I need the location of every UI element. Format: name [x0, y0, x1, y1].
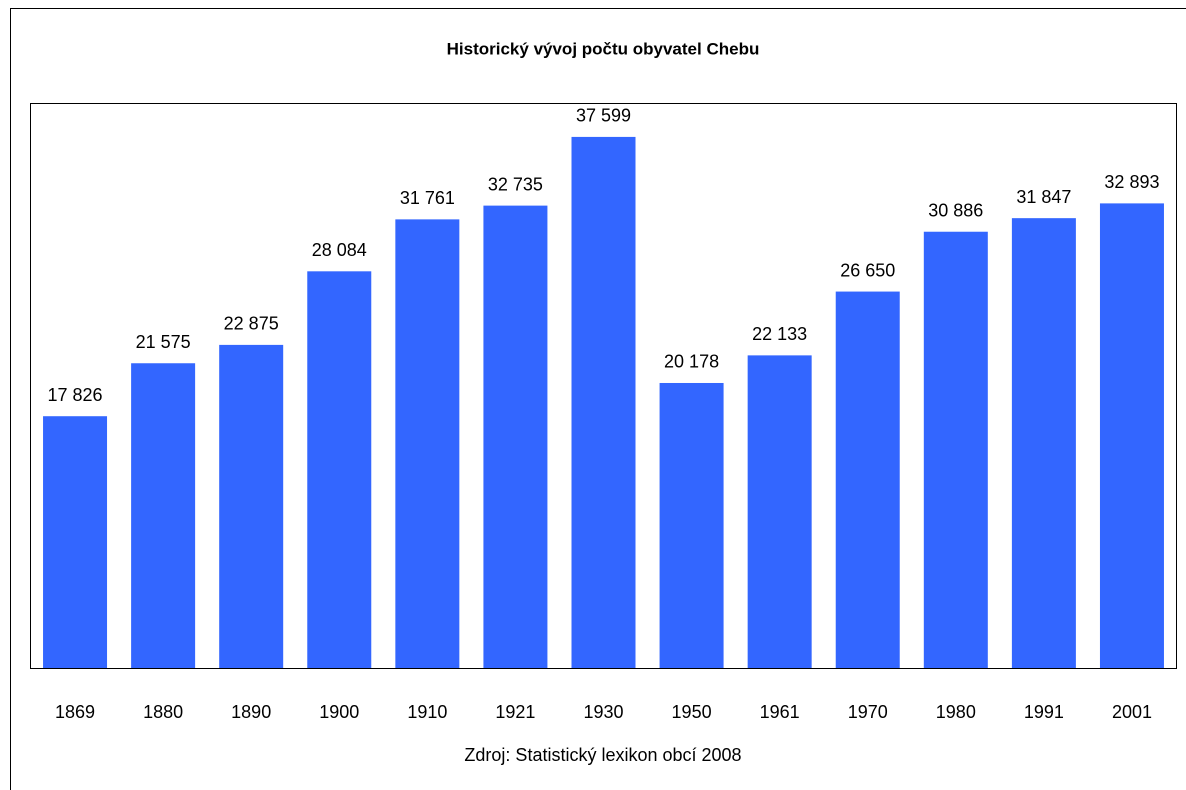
x-tick-label: 1880: [143, 702, 183, 722]
x-tick-label: 1910: [407, 702, 447, 722]
x-tick-label: 1869: [55, 702, 95, 722]
value-label: 22 875: [224, 314, 279, 334]
bar: [307, 271, 372, 668]
bar: [923, 231, 988, 669]
bar: [1011, 218, 1076, 668]
value-label: 32 893: [1104, 172, 1159, 192]
bar: [747, 355, 812, 668]
x-tick-label: 1950: [672, 702, 712, 722]
value-label: 22 133: [752, 324, 807, 344]
bar: [659, 382, 724, 668]
x-tick-label: 1921: [495, 702, 535, 722]
x-tick-label: 1961: [760, 702, 800, 722]
value-label: 26 650: [840, 260, 895, 280]
bar: [131, 363, 196, 668]
value-label: 32 735: [488, 174, 543, 194]
x-tick-label: 1900: [319, 702, 359, 722]
value-label: 30 886: [928, 200, 983, 220]
value-label: 20 178: [664, 352, 719, 372]
x-tick-label: 2001: [1112, 702, 1152, 722]
value-label: 31 847: [1016, 187, 1071, 207]
value-label: 17 826: [48, 385, 103, 405]
value-label: 28 084: [312, 240, 367, 260]
bar: [43, 416, 108, 668]
bar: [835, 291, 900, 668]
x-tick-label: 1890: [231, 702, 271, 722]
x-tick-label: 1980: [936, 702, 976, 722]
source-note: Zdroj: Statistický lexikon obcí 2008: [464, 745, 741, 765]
x-tick-label: 1930: [583, 702, 623, 722]
x-tick-label: 1991: [1024, 702, 1064, 722]
x-tick-label: 1970: [848, 702, 888, 722]
bar: [571, 136, 636, 668]
value-label: 31 761: [400, 188, 455, 208]
bar: [1099, 203, 1164, 669]
bar: [395, 219, 460, 669]
bar: [219, 344, 284, 668]
value-label: 37 599: [576, 106, 631, 126]
chart-title: Historický vývoj počtu obyvatel Chebu: [447, 39, 760, 58]
value-label: 21 575: [136, 332, 191, 352]
bar: [483, 205, 548, 669]
